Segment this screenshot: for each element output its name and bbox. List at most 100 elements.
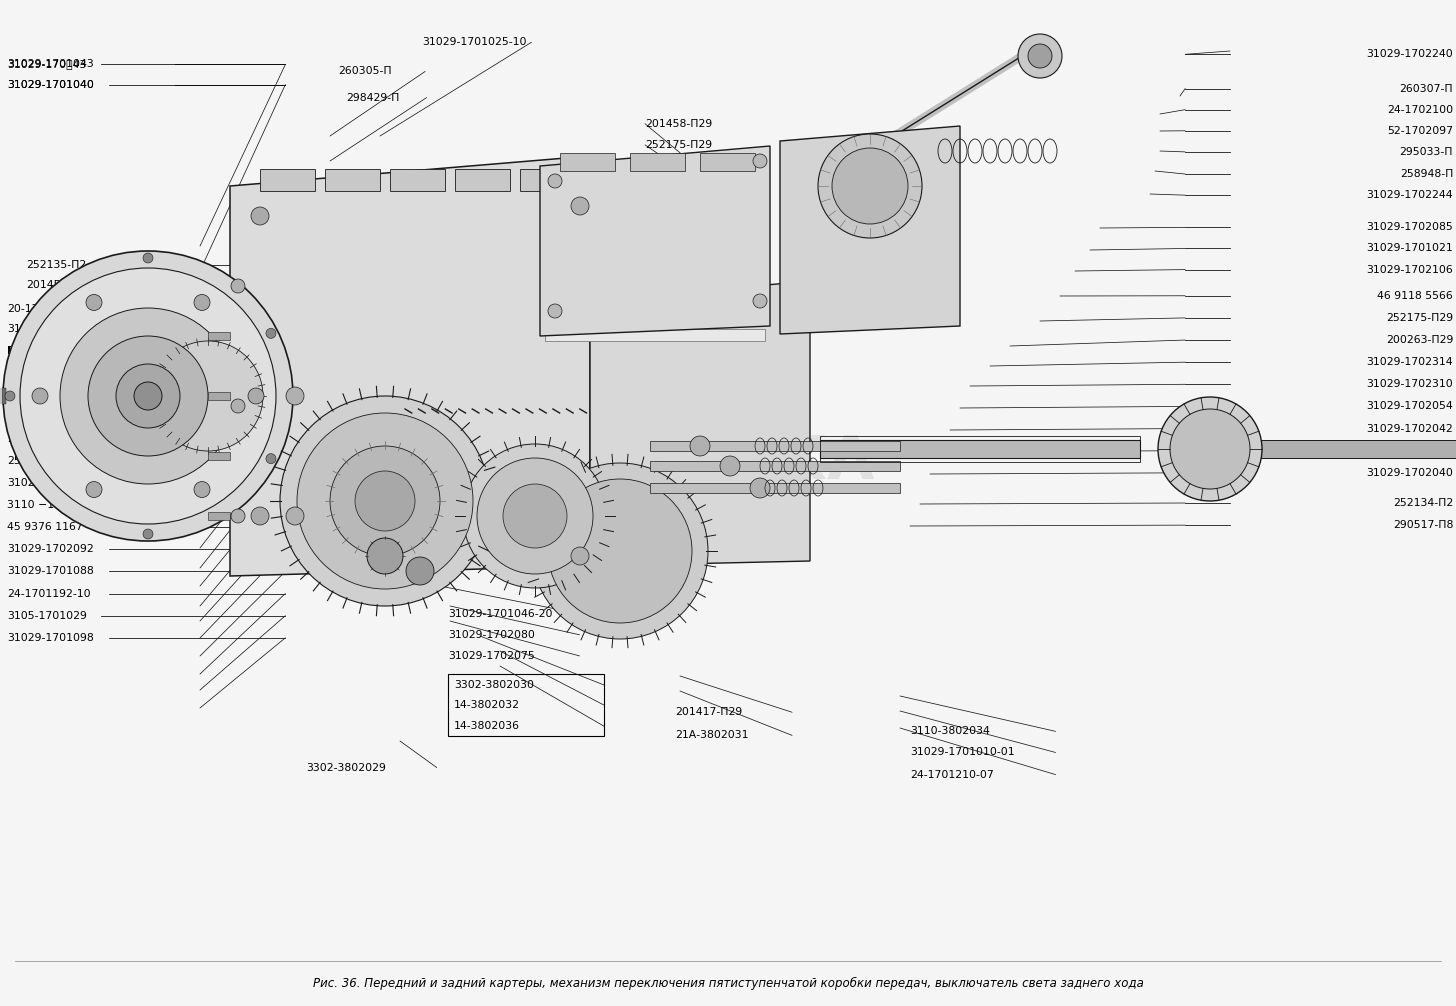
Circle shape [463,444,607,588]
Circle shape [750,478,770,498]
Text: 31029-1701040: 31029-1701040 [7,79,95,90]
Circle shape [331,446,440,556]
Text: 295033-П: 295033-П [1399,147,1453,157]
Bar [448,674,604,736]
Text: 3110 −1701100: 3110 −1701100 [7,500,96,510]
Text: 31029-1701046-20: 31029-1701046-20 [448,609,553,619]
Text: 31029-1702075: 31029-1702075 [448,651,536,661]
Bar [454,169,510,191]
Text: 298429-П: 298429-П [347,93,400,103]
Text: 31029-1702314: 31029-1702314 [1367,357,1453,367]
Circle shape [831,148,909,224]
Text: 31029-1702092: 31029-1702092 [7,544,95,554]
Circle shape [1171,409,1251,489]
Bar [208,512,230,520]
Text: 252175-П29: 252175-П29 [645,140,712,150]
Circle shape [571,197,590,215]
Circle shape [355,471,415,531]
Circle shape [143,529,153,539]
Circle shape [60,308,236,484]
Text: 31029-1702080: 31029-1702080 [448,630,536,640]
Bar [700,153,756,171]
Text: 31029-1701040: 31029-1701040 [7,79,95,90]
Text: 14-3802032: 14-3802032 [454,700,520,710]
Circle shape [153,341,264,451]
Text: 201458-П29: 201458-П29 [26,280,93,290]
Text: 31029-1702246: 31029-1702246 [645,161,731,171]
Bar [649,441,900,451]
Circle shape [1158,397,1262,501]
Bar [520,169,575,191]
Bar [208,452,230,460]
Bar [630,153,684,171]
Circle shape [248,388,264,404]
Polygon shape [780,126,960,334]
Circle shape [690,436,711,456]
Circle shape [547,174,562,188]
Bar [390,169,446,191]
Text: 201458-П29: 201458-П29 [645,119,712,129]
Circle shape [86,482,102,498]
Circle shape [232,279,245,293]
Text: 31029-1702244: 31029-1702244 [1367,190,1453,200]
Circle shape [232,399,245,413]
Text: 296906-П: 296906-П [612,281,665,291]
Circle shape [285,387,304,405]
Circle shape [561,507,579,525]
Circle shape [266,328,277,338]
Text: 260307-П: 260307-П [1399,83,1453,94]
Text: 31029-1702042: 31029-1702042 [1366,424,1453,434]
Text: 201417-П29: 201417-П29 [676,707,743,717]
Text: 260305-П: 260305-П [338,66,392,76]
Text: 31029-1702024: 31029-1702024 [7,478,95,488]
Circle shape [753,294,767,308]
Text: 31029-1701088: 31029-1701088 [7,566,95,576]
Circle shape [547,479,692,623]
Text: 31029-1702041: 31029-1702041 [1366,446,1453,456]
Bar [820,440,1140,458]
Text: 31029-1701010-01: 31029-1701010-01 [910,747,1015,758]
Circle shape [194,482,210,498]
Circle shape [250,207,269,225]
Text: 252175-П29: 252175-П29 [1386,313,1453,323]
Text: 21А-3802031: 21А-3802031 [676,730,748,740]
Circle shape [87,336,208,456]
Circle shape [3,252,293,541]
Text: 3302-3802030: 3302-3802030 [454,680,534,690]
Bar [649,461,900,471]
Text: ПТЕХНИКА: ПТЕХНИКА [494,434,875,492]
Circle shape [1018,34,1061,78]
Text: 31029-1702040: 31029-1702040 [1366,468,1453,478]
Text: 201454-П29: 201454-П29 [612,238,678,248]
Circle shape [478,458,593,574]
Bar [649,483,900,493]
Bar [325,169,380,191]
Text: 20-1701034: 20-1701034 [7,304,73,314]
Circle shape [143,253,153,263]
Circle shape [571,547,590,565]
Text: 24-1702100: 24-1702100 [1388,105,1453,115]
Text: 31029-1701098: 31029-1701098 [7,633,95,643]
Polygon shape [590,281,810,566]
Text: 31029-170၃43: 31029-170၃43 [7,59,87,69]
Circle shape [266,454,277,464]
Text: 21П-3716078 -Б: 21П-3716078 -Б [7,367,106,377]
Polygon shape [230,156,590,576]
Text: 31029-1701043: 31029-1701043 [7,59,95,69]
Text: 24-1701210-07: 24-1701210-07 [910,770,994,780]
Text: 24-1701192-10: 24-1701192-10 [7,589,90,599]
Text: 31029-1702240: 31029-1702240 [1366,49,1453,59]
Circle shape [406,557,434,585]
Text: 31029-1701014-01: 31029-1701014-01 [7,389,112,399]
Text: 45 9376 1167: 45 9376 1167 [7,522,83,532]
Circle shape [280,396,491,606]
Text: 290517-П8: 290517-П8 [7,434,67,444]
Bar [545,329,764,341]
Circle shape [86,295,102,311]
Text: 296576-П29: 296576-П29 [7,411,74,422]
Text: 258948-П: 258948-П [1399,169,1453,179]
Circle shape [818,134,922,238]
Bar [561,153,614,171]
Text: 31029-1702085: 31029-1702085 [1366,222,1453,232]
Text: 14-3802036: 14-3802036 [454,721,520,731]
